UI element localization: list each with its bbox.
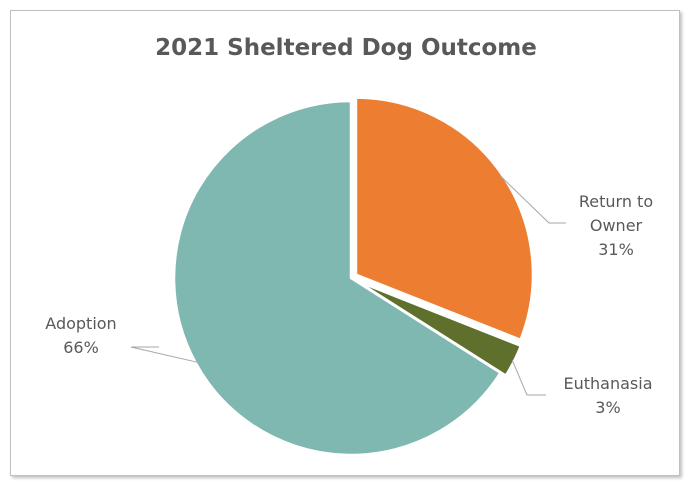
pie-slices	[172, 96, 535, 457]
data-label-adoption: Adoption 66%	[45, 314, 116, 357]
chart-frame: 2021 Sheltered Dog Outcome Return to Owne…	[10, 10, 680, 476]
pie-slice-euthanasia	[355, 279, 523, 377]
pie-slice-return-to-owner	[354, 96, 535, 342]
leader-line-return-to-owner	[500, 175, 566, 224]
leader-line-euthanasia	[511, 359, 546, 396]
leader-line-adoption	[130, 346, 198, 363]
pie-slice-adoption	[172, 99, 502, 457]
leader-lines	[130, 175, 566, 396]
data-label-return-to-owner: Return to Owner 31%	[579, 192, 653, 259]
data-label-euthanasia: Euthanasia 3%	[564, 374, 653, 417]
data-labels: Return to Owner 31% Euthanasia 3% Adoption 66%	[45, 192, 653, 417]
chart-title: 2021 Sheltered Dog Outcome	[155, 35, 537, 61]
pie-chart: Return to Owner 31% Euthanasia 3% Adoption 66%	[45, 96, 653, 457]
